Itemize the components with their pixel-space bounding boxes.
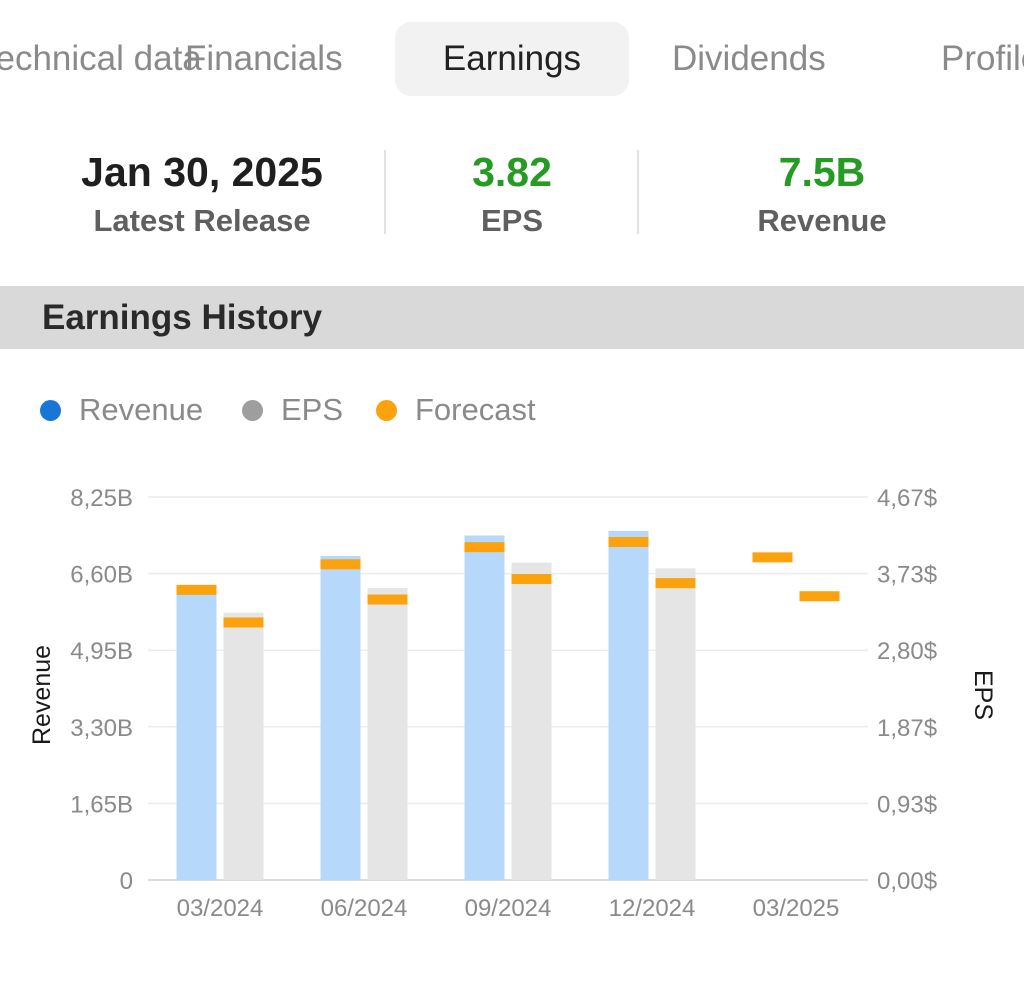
revenue-bar [464, 535, 505, 880]
revenue-stat: 7.5B Revenue [702, 148, 942, 246]
tab-earnings[interactable]: Earnings [395, 22, 629, 96]
right-tick-label: 1,87$ [877, 715, 937, 742]
left-tick-label: 8,25B [70, 485, 133, 512]
summary-divider [637, 150, 639, 234]
latest-release-stat: Jan 30, 2025 Latest Release [62, 148, 342, 246]
forecast-dot-icon [376, 399, 397, 421]
revenue-forecast-mark [608, 537, 649, 548]
release-label: Latest Release [93, 203, 311, 238]
tab-dividends[interactable]: Dividends [672, 39, 826, 78]
x-tick-label: 03/2025 [753, 895, 840, 922]
revenue-bar [176, 594, 217, 880]
eps-forecast-mark [367, 594, 408, 605]
eps-forecast-mark [655, 578, 696, 589]
revenue-forecast-mark [752, 552, 793, 563]
tab-financials[interactable]: Financials [185, 39, 343, 78]
legend-forecast[interactable]: Forecast [376, 392, 536, 428]
tab-profile[interactable]: Profile [941, 39, 1024, 78]
x-tick-label: 03/2024 [177, 895, 264, 922]
eps-bar [511, 562, 552, 880]
section-title: Earnings History [42, 298, 323, 337]
eps-bar [223, 612, 264, 880]
left-tick-label: 1,65B [70, 791, 133, 818]
legend-label: Revenue [79, 392, 204, 427]
x-tick-label: 06/2024 [321, 895, 408, 922]
right-tick-label: 0,93$ [877, 791, 937, 818]
revenue-bar [608, 530, 649, 880]
eps-dot-icon [242, 399, 263, 421]
eps-forecast-mark [511, 574, 552, 585]
revenue-forecast-mark [320, 559, 361, 570]
section-header: Earnings History [0, 286, 1024, 349]
left-axis-title: Revenue [28, 645, 56, 745]
eps-bar [655, 568, 696, 880]
summary-divider [384, 150, 386, 234]
revenue-forecast-mark [176, 584, 217, 595]
revenue-forecast-mark [464, 542, 505, 553]
eps-forecast-mark [223, 617, 264, 628]
eps-bar [367, 588, 408, 880]
earnings-summary: Jan 30, 2025 Latest Release 3.82 EPS 7.5… [0, 130, 1024, 250]
right-tick-label: 2,80$ [877, 638, 937, 665]
tab-bar: Technical data Financials Earnings Divid… [0, 0, 1024, 118]
revenue-dot-icon [40, 399, 61, 421]
left-tick-label: 4,95B [70, 638, 133, 665]
legend-label: Forecast [415, 392, 536, 427]
left-tick-label: 3,30B [70, 715, 133, 742]
eps-forecast-mark [799, 591, 840, 602]
right-tick-label: 0,00$ [877, 868, 937, 895]
right-tick-label: 3,73$ [877, 562, 937, 589]
eps-value: 3.82 [472, 149, 552, 195]
left-tick-label: 6,60B [70, 562, 133, 589]
x-tick-label: 12/2024 [609, 895, 696, 922]
eps-label: EPS [480, 203, 544, 238]
revenue-bar [320, 555, 361, 880]
legend-revenue[interactable]: Revenue [40, 392, 203, 428]
tab-technical-data[interactable]: Technical data [0, 39, 202, 78]
earnings-chart: 0 0,00$ 1,65B 0,93$ 3,30B 1,87$ 4,95B 2,80$ 6,60… [28, 485, 997, 922]
left-tick-label: 0 [120, 868, 133, 895]
x-tick-label: 09/2024 [465, 895, 552, 922]
right-axis-title: EPS [969, 670, 997, 720]
eps-stat: 3.82 EPS [412, 148, 612, 246]
legend-eps[interactable]: EPS [242, 392, 343, 428]
legend-label: EPS [281, 392, 344, 427]
right-tick-label: 4,67$ [877, 485, 937, 512]
revenue-value: 7.5B [778, 149, 866, 195]
revenue-label: Revenue [757, 203, 887, 238]
release-date: Jan 30, 2025 [81, 149, 323, 195]
